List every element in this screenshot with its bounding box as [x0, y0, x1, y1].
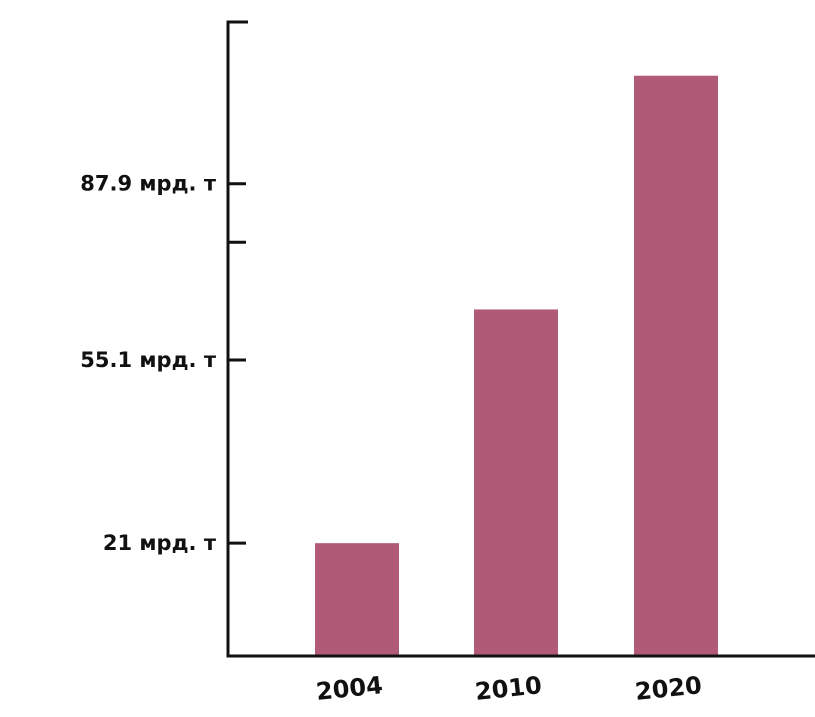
x-ticks-group: 2004 2010 2020: [315, 671, 703, 706]
y-tick-label: 55.1 мрд. т: [80, 348, 217, 372]
y-tick-label: 21 мрд. т: [103, 531, 217, 555]
bar-2010: [474, 309, 558, 656]
x-tick-label: 2020: [634, 671, 703, 706]
chart-axes: [226, 20, 815, 658]
bar-2020: [634, 75, 718, 656]
bars-group: [315, 75, 718, 656]
x-tick-label: 2010: [474, 671, 543, 706]
y-ticks-group: 21 мрд. т 55.1 мрд. т 87.9 мрд. т: [80, 172, 246, 555]
y-tick-label: 87.9 мрд. т: [80, 172, 217, 196]
bar-2004: [315, 543, 399, 656]
x-tick-label: 2004: [315, 671, 384, 706]
